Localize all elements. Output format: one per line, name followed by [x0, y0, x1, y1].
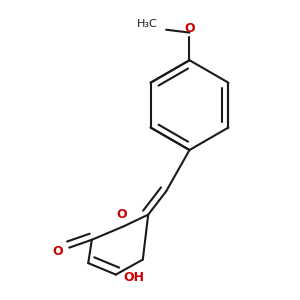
Text: O: O [52, 245, 63, 258]
Text: OH: OH [124, 271, 145, 284]
Text: O: O [184, 22, 195, 35]
Text: O: O [116, 208, 127, 221]
Text: H₃C: H₃C [136, 19, 157, 28]
